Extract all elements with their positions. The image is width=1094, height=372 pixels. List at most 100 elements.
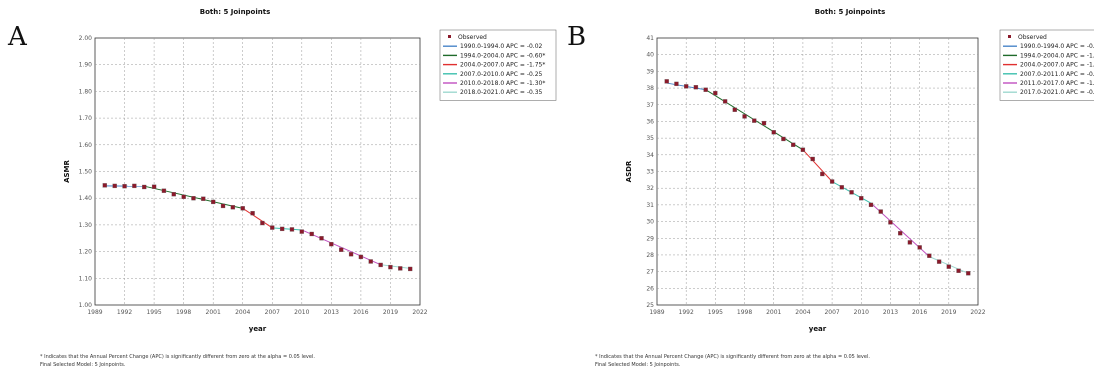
- y-tick-label: 40: [646, 52, 654, 59]
- x-tick-label: 1989: [87, 309, 102, 316]
- observed-point: [956, 268, 961, 273]
- y-tick-label: 36: [646, 118, 654, 125]
- x-tick-label: 2004: [235, 309, 250, 316]
- footnote-model: Final Selected Model: 5 Joinpoints.: [595, 362, 681, 368]
- plot-frame: [94, 37, 421, 306]
- x-axis-label: year: [809, 325, 827, 333]
- observed-point: [339, 247, 344, 252]
- x-tick-label: 1992: [679, 309, 694, 316]
- footnote-apc: * Indicates that the Annual Percent Chan…: [40, 354, 315, 360]
- x-tick-label: 1989: [649, 309, 664, 316]
- observed-point: [732, 107, 737, 112]
- y-axis-label: ASMR: [63, 159, 71, 182]
- observed-point: [329, 241, 334, 247]
- legend-label: 1994.0-2004.0 APC = -0.60*: [460, 52, 545, 59]
- observed-point: [839, 185, 844, 190]
- y-axis-label: ASDR: [625, 160, 633, 182]
- observed-point: [907, 240, 913, 245]
- observed-point: [368, 259, 373, 264]
- legend-box: [439, 29, 557, 101]
- x-tick-label: 2004: [795, 309, 810, 316]
- observed-point: [358, 254, 364, 260]
- legend-marker-observed: [448, 35, 451, 38]
- observed-point: [319, 236, 324, 241]
- y-tick-label: 30: [646, 219, 654, 226]
- fitted-segment-3: [802, 149, 833, 182]
- observed-point: [703, 87, 708, 92]
- observed-point: [917, 245, 922, 250]
- legend-label: 2007.0-2011.0 APC = -0.99*: [1020, 71, 1094, 78]
- y-tick-label: 1.50: [79, 169, 93, 176]
- legend-marker-observed: [1008, 35, 1011, 38]
- observed-point: [201, 196, 206, 201]
- legend: Observed 1990.0-1994.0 APC = -0.26 1994.0-…: [999, 29, 1094, 101]
- x-tick-label: 2010: [854, 309, 869, 316]
- chart-title: Both: 5 Joinpoints: [200, 8, 271, 16]
- y-tick-label: 1.70: [79, 115, 93, 122]
- observed-point: [191, 196, 196, 201]
- y-tick-label: 31: [646, 202, 654, 209]
- fitted-segment-6: [380, 264, 411, 269]
- observed-point: [132, 183, 137, 189]
- y-tick-label: 1.40: [79, 195, 93, 202]
- x-tick-label: 1995: [708, 309, 723, 316]
- y-tick-label: 1.20: [79, 249, 93, 256]
- fitted-segment-3: [242, 207, 273, 229]
- x-tick-label: 1995: [146, 309, 161, 316]
- observed-point: [966, 271, 971, 276]
- legend-label: 2017.0-2021.0 APC = -0.88*: [1020, 89, 1094, 96]
- y-tick-label: 39: [646, 68, 654, 75]
- observed-point: [791, 142, 796, 147]
- observed-point: [810, 156, 815, 162]
- x-tick-label: 2016: [353, 309, 368, 316]
- observed-point: [240, 206, 245, 211]
- fitted-segment-4: [272, 227, 302, 231]
- observed-point: [270, 225, 275, 230]
- y-tick-label: 37: [646, 102, 654, 109]
- y-tick-label: 1.00: [79, 302, 93, 309]
- observed-point: [408, 266, 413, 272]
- observed-point: [771, 130, 776, 135]
- legend-label-observed: Observed: [458, 34, 487, 41]
- observed-point: [260, 220, 265, 226]
- observed-point: [859, 196, 864, 201]
- legend: Observed 1990.0-1994.0 APC = -0.02 1994.0-…: [439, 29, 557, 101]
- footnote-apc: * Indicates that the Annual Percent Chan…: [595, 354, 870, 360]
- x-tick-label: 2019: [383, 309, 398, 316]
- observed-point: [781, 136, 786, 142]
- x-tick-label: 2019: [941, 309, 956, 316]
- observed-point: [927, 253, 932, 258]
- legend-label: 2018.0-2021.0 APC = -0.35: [460, 89, 543, 96]
- observed-point: [936, 259, 942, 264]
- legend-label: 1990.0-1994.0 APC = -0.26: [1020, 43, 1094, 50]
- y-tick-label: 28: [646, 252, 654, 259]
- x-axis-label: year: [249, 325, 267, 333]
- x-tick-label: 2007: [265, 309, 280, 316]
- legend-label: 2007.0-2010.0 APC = -0.25: [460, 71, 543, 78]
- observed-point: [309, 231, 314, 237]
- observed-point: [122, 184, 127, 189]
- observed-point: [348, 252, 354, 257]
- x-tick-label: 2022: [970, 309, 985, 316]
- legend-label: 2004.0-2007.0 APC = -1.93*: [1020, 62, 1094, 69]
- y-tick-label: 27: [646, 269, 654, 276]
- observed-point: [664, 79, 669, 84]
- observed-point: [230, 205, 236, 210]
- observed-point: [722, 99, 728, 104]
- x-tick-label: 2001: [206, 309, 221, 316]
- chart-panel-b: B Both: 5 Joinpoints 25 26 27 28 29 30 31 32 33 34 3…: [567, 8, 1094, 368]
- legend-label: 2004.0-2007.0 APC = -1.75*: [460, 62, 545, 69]
- x-tick-label: 2013: [324, 309, 339, 316]
- observed-point: [289, 227, 295, 232]
- observed-point: [181, 194, 186, 200]
- observed-point: [898, 231, 903, 236]
- observed-point: [693, 85, 699, 90]
- y-tick-label: 26: [646, 285, 654, 292]
- x-tick-label: 1998: [737, 309, 752, 316]
- observed-point: [713, 90, 718, 96]
- observed-point: [171, 192, 176, 197]
- observed-point: [398, 266, 403, 271]
- y-tick-label: 2.00: [79, 35, 93, 42]
- observed-point: [211, 199, 216, 205]
